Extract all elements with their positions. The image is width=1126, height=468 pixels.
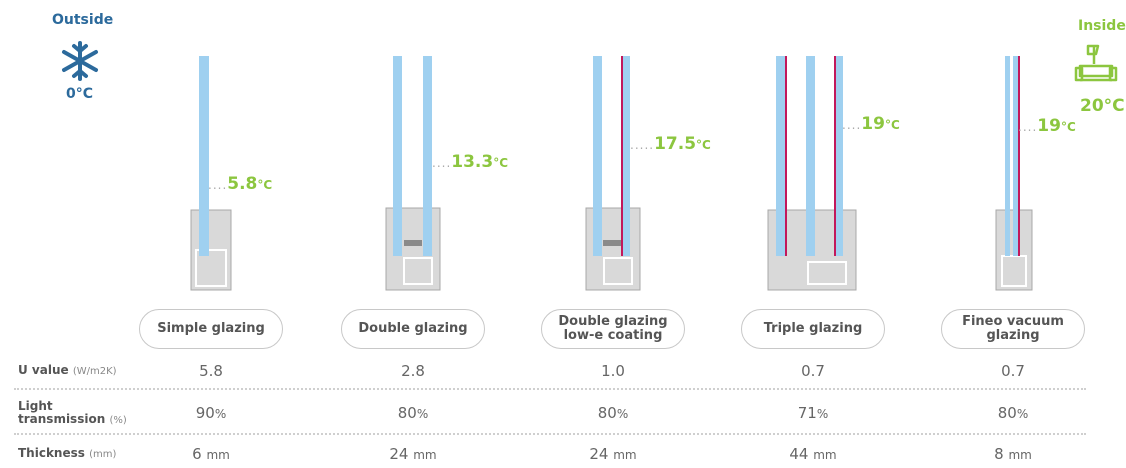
thickness-triple: 44 mm <box>789 445 837 463</box>
temp-fineo: ....19°C <box>1018 116 1076 136</box>
temp-double: ....13.3°C <box>432 152 509 172</box>
thickness-double-lowe: 24 mm <box>589 445 637 463</box>
glazing-name-simple: Simple glazing <box>139 309 283 349</box>
glazing-name-double: Double glazing <box>341 309 485 349</box>
double-lowe-glazing-illustration <box>585 56 641 291</box>
u-value-double-lowe: 1.0 <box>601 362 625 380</box>
inside-temperature: 20°C <box>1080 96 1125 116</box>
outside-label: Outside <box>52 12 114 28</box>
double-glazing-illustration <box>385 56 441 291</box>
thickness-double: 24 mm <box>389 445 437 463</box>
light-triple: 71% <box>797 404 829 422</box>
row-label-u-value: U value (W/m2K) <box>18 363 117 378</box>
glazing-name-fineo: Fineo vacuum glazing <box>941 309 1085 349</box>
u-value-fineo: 0.7 <box>1001 362 1025 380</box>
sofa-icon <box>1074 44 1118 82</box>
u-value-simple: 5.8 <box>199 362 223 380</box>
light-double-lowe: 80% <box>597 404 629 422</box>
light-simple: 90% <box>195 404 227 422</box>
light-fineo: 80% <box>997 404 1029 422</box>
outside-temperature: 0°C <box>66 86 94 102</box>
temp-triple: ....19°C <box>842 114 900 134</box>
light-double: 80% <box>397 404 429 422</box>
glazing-name-triple: Triple glazing <box>741 309 885 349</box>
inside-label: Inside <box>1078 18 1126 34</box>
thickness-simple: 6 mm <box>192 445 230 463</box>
row-label-light-transmission: Light transmission (%) <box>18 399 127 427</box>
row-label-thickness: Thickness (mm) <box>18 446 117 461</box>
thickness-fineo: 8 mm <box>994 445 1032 463</box>
u-value-double: 2.8 <box>401 362 425 380</box>
triple-glazing-illustration <box>767 56 857 291</box>
simple-glazing-illustration <box>190 56 232 291</box>
row-separator <box>14 388 1086 390</box>
fineo-glazing-illustration <box>995 56 1033 291</box>
temp-simple: ....5.8°C <box>208 174 273 194</box>
glazing-illustrations <box>190 56 1033 291</box>
snowflake-icon <box>62 41 98 81</box>
row-separator <box>14 433 1086 435</box>
temp-double-lowe: .....17.5°C <box>630 134 711 154</box>
u-value-triple: 0.7 <box>801 362 825 380</box>
glazing-name-double-lowe: Double glazing low-e coating <box>541 309 685 349</box>
